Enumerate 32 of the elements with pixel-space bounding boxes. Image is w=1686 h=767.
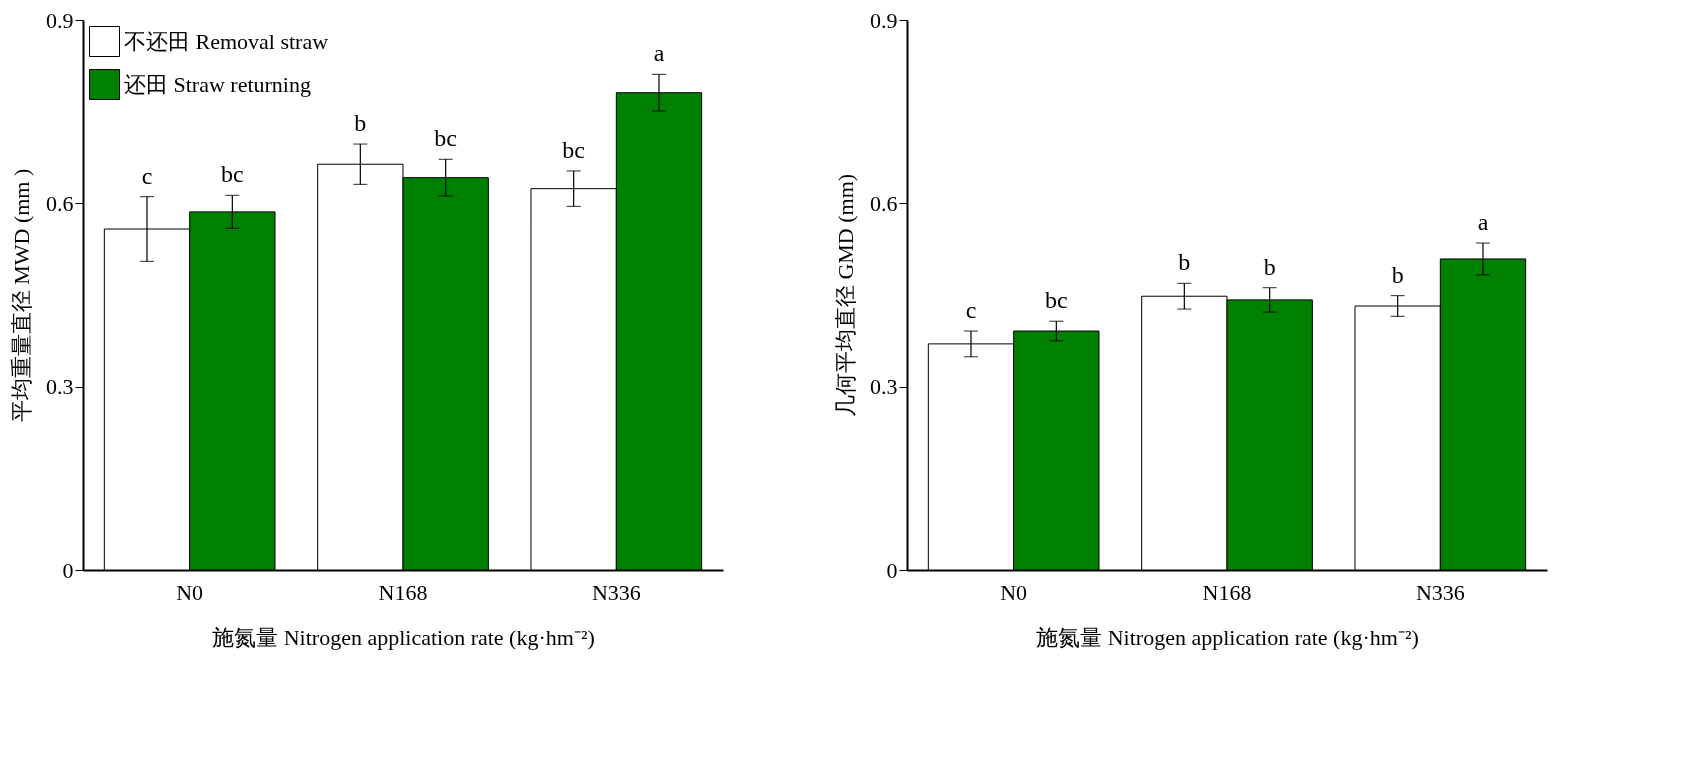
data-label: b bbox=[1178, 249, 1191, 276]
y-tick-label: 0.3 bbox=[870, 374, 898, 400]
x-tick-label: N336 bbox=[591, 579, 641, 605]
data-label: bc bbox=[1045, 287, 1068, 314]
y-tick-label: 0.6 bbox=[46, 190, 74, 216]
data-label: c bbox=[141, 162, 153, 189]
legend-label: 不还田 Removal straw bbox=[124, 28, 329, 54]
data-label: a bbox=[1477, 209, 1489, 236]
y-tick-label: 0.3 bbox=[46, 374, 74, 400]
data-label: c bbox=[965, 297, 977, 324]
data-label: bc bbox=[221, 161, 244, 188]
y-axis-title: 几何平均直径 GMD (mm) bbox=[833, 173, 858, 418]
legend-label: 还田 Straw returning bbox=[124, 71, 311, 97]
x-axis-title: 施氮量 Nitrogen application rate (kg·hm⁻²) bbox=[1036, 624, 1419, 650]
data-label: bc bbox=[562, 136, 585, 163]
x-tick-label: N336 bbox=[1415, 579, 1465, 605]
y-tick-label: 0 bbox=[62, 557, 74, 583]
x-tick-label: N0 bbox=[176, 579, 204, 605]
x-tick-label: N168 bbox=[1202, 579, 1252, 605]
y-tick-label: 0.9 bbox=[870, 7, 898, 33]
x-tick-label: N0 bbox=[1000, 579, 1028, 605]
data-label: b bbox=[1391, 261, 1404, 288]
data-label: a bbox=[653, 40, 665, 67]
data-label: b bbox=[1263, 253, 1276, 280]
data-label: bc bbox=[434, 125, 457, 152]
x-axis-title: 施氮量 Nitrogen application rate (kg·hm⁻²) bbox=[212, 624, 595, 650]
x-tick-label: N168 bbox=[378, 579, 428, 605]
y-tick-label: 0 bbox=[886, 557, 898, 583]
y-tick-label: 0.6 bbox=[870, 190, 898, 216]
y-tick-label: 0.9 bbox=[46, 7, 74, 33]
data-label: b bbox=[354, 110, 367, 137]
y-axis-title: 平均重量直径 MWD (mm ) bbox=[9, 168, 34, 423]
